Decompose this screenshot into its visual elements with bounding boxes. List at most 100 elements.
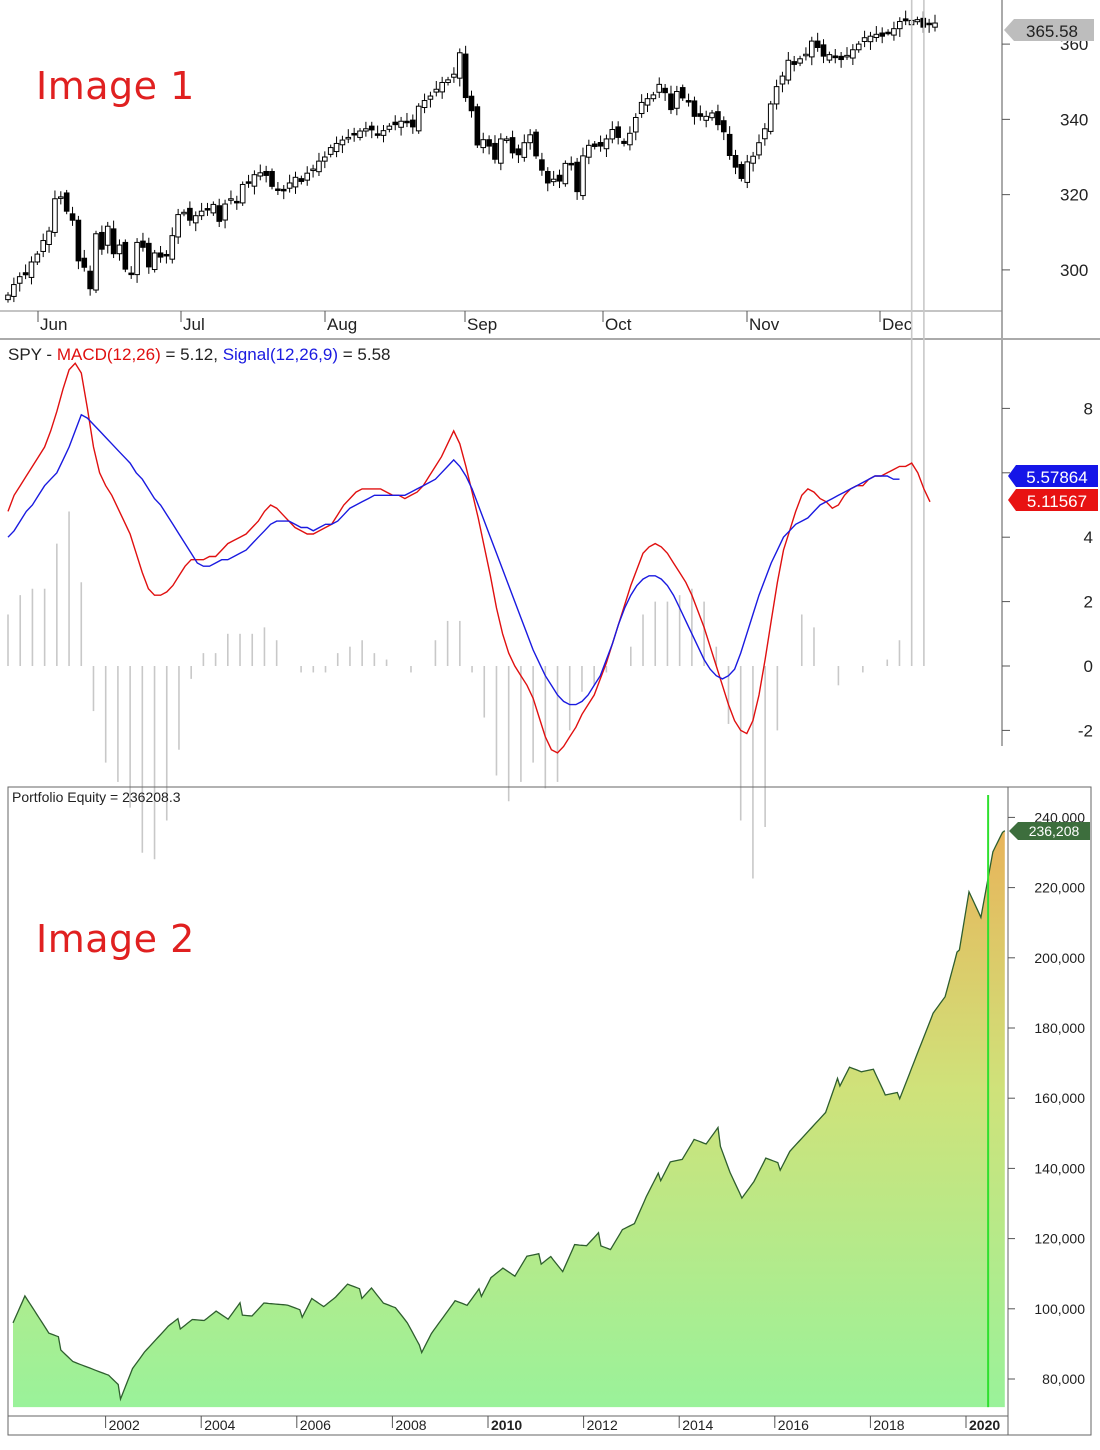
candle [304, 166, 311, 186]
candle [46, 226, 52, 253]
candle-down-body [574, 161, 580, 193]
candle-up-body [34, 253, 41, 263]
candle [439, 76, 445, 99]
x-tick-label: Aug [327, 315, 357, 334]
signal-value-tag-text: 5.57864 [1026, 468, 1087, 487]
candle [762, 123, 768, 146]
y-tick-label: 180,000 [1034, 1020, 1085, 1036]
x-tick-label: 2012 [587, 1417, 618, 1433]
candle [316, 152, 322, 177]
candle-down-body [697, 113, 704, 117]
candle-up-body [762, 128, 768, 140]
candle [445, 76, 451, 86]
candle-up-body [767, 103, 774, 132]
candle-up-body [867, 35, 874, 43]
candle [363, 121, 369, 137]
candle [75, 215, 82, 270]
candle [480, 132, 487, 154]
candle-up-body [421, 100, 428, 109]
candle-up-body [292, 176, 299, 188]
candle-up-body [861, 37, 868, 42]
candle [609, 121, 616, 144]
candle-down-body [75, 219, 82, 262]
candle-down-body [204, 208, 211, 211]
candle-up-body [415, 105, 422, 132]
candle [844, 47, 850, 60]
candle-down-body [556, 174, 563, 182]
macd-y-axis: 8 4 2 0 -2 [1002, 399, 1093, 740]
candle-up-body [93, 233, 99, 291]
y-tick-label: 100,000 [1034, 1301, 1085, 1317]
candle [292, 171, 299, 194]
candle [275, 182, 281, 196]
candle-up-body [222, 203, 228, 221]
candle [122, 239, 129, 273]
candle-down-body [157, 252, 164, 258]
candle [668, 85, 674, 114]
candle [474, 103, 481, 148]
candle [157, 245, 164, 263]
candle [58, 191, 64, 205]
candle [140, 232, 146, 252]
candle-down-body [87, 270, 93, 290]
candle-up-body [58, 196, 64, 199]
candle-up-body [386, 125, 393, 130]
candle [855, 41, 862, 53]
candle [586, 139, 592, 165]
candle-down-body [298, 178, 305, 182]
candle-down-body [468, 95, 475, 112]
candle [703, 110, 709, 128]
candle-down-body [539, 159, 545, 171]
candle [251, 170, 258, 195]
candle [234, 195, 240, 210]
candle-down-body [515, 148, 522, 156]
candle-down-body [738, 164, 745, 179]
candle [451, 67, 457, 83]
candle-up-body [586, 144, 592, 158]
candle-down-body [110, 228, 117, 255]
x-tick-label: 2014 [682, 1417, 713, 1433]
candle-up-body [503, 138, 510, 141]
candle-up-body [257, 172, 264, 177]
candle-up-body [797, 58, 803, 64]
candle-down-body [926, 22, 932, 26]
candle [726, 126, 733, 160]
y-tick-label: 240,000 [1034, 809, 1085, 825]
candle [885, 29, 891, 36]
candle [22, 264, 29, 280]
candle-down-body [679, 87, 686, 99]
y-tick-label: 320 [1060, 186, 1088, 205]
candle [509, 130, 516, 159]
candle-up-body [826, 54, 833, 61]
candle-up-body [169, 235, 176, 260]
candle-up-body [891, 28, 897, 36]
candle [850, 44, 856, 65]
candle [691, 96, 698, 125]
y-tick-label: 80,000 [1042, 1371, 1085, 1387]
candle [791, 55, 797, 72]
candle-down-body [351, 132, 357, 136]
y-tick-label: 8 [1084, 399, 1093, 418]
macd-chart: 8 4 2 0 -2 5.57864 5.11567 [7, 0, 1098, 879]
candle-up-body [650, 94, 657, 100]
candle [257, 164, 264, 181]
candle [750, 151, 756, 172]
candle-down-body [392, 121, 399, 126]
candle [380, 125, 387, 143]
candle-down-body [69, 213, 76, 221]
candle [462, 45, 469, 102]
candle [69, 206, 76, 226]
candle [656, 77, 663, 98]
candle [222, 199, 228, 229]
candle-up-body [632, 116, 639, 133]
candle-up-body [104, 225, 111, 246]
candle-up-body [439, 81, 445, 93]
equity-value-tag [1009, 822, 1090, 840]
x-tick-label: Sep [467, 315, 497, 334]
candle [298, 175, 305, 185]
equity-value-tag-text: 236,208 [1029, 823, 1080, 839]
candle-down-body [234, 200, 240, 204]
candle-up-body [779, 75, 786, 85]
candle [198, 202, 205, 221]
